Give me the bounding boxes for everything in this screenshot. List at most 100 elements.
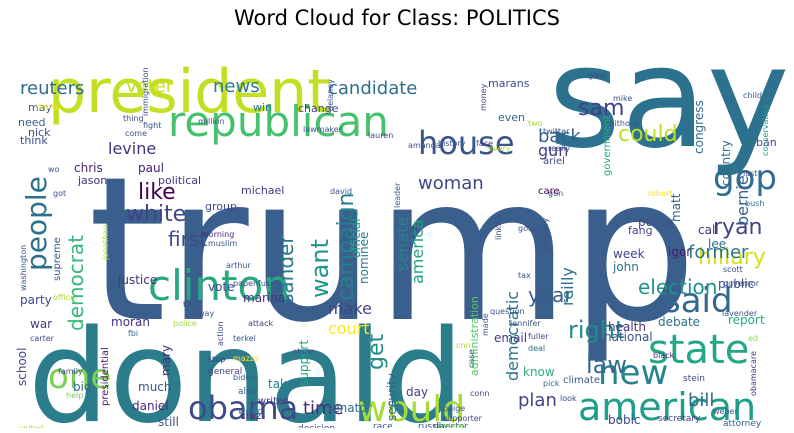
word-attorney: attorney (723, 419, 762, 428)
word-michael: michael (241, 184, 284, 197)
word-school: school (15, 348, 29, 386)
word-bush: bush (745, 199, 764, 208)
word-said: said (663, 281, 733, 321)
word-state: state (648, 327, 749, 373)
word-party: party (20, 293, 52, 307)
word-country: country (719, 140, 733, 186)
word-political: political (158, 174, 201, 187)
word-official: official (349, 218, 363, 258)
word-obamacare: obamacare (749, 351, 758, 396)
word-supporter: supporter (443, 414, 483, 423)
word-jason: jason (77, 174, 107, 187)
word-jonathan: jonathan (101, 225, 110, 261)
word-lawmaker: lawmaker (303, 125, 343, 134)
word-republican: republican (168, 97, 389, 146)
word-first: first (168, 227, 207, 251)
word-million: million (198, 117, 225, 126)
word-made: made (481, 313, 490, 336)
word-terkel: terkel (233, 334, 256, 343)
word-want: want (306, 239, 334, 298)
word-group: group (205, 200, 237, 213)
word-mary: mary (159, 345, 173, 376)
word-amanda: amanda (408, 141, 441, 150)
word-america: america (408, 219, 427, 284)
word-campaign: campaign (334, 193, 359, 301)
word-arthur: arthur (226, 261, 251, 270)
word-washington: washington (19, 245, 28, 291)
word-law: law (586, 351, 627, 379)
word-also: also (238, 387, 257, 397)
word-cruz: cruz (240, 411, 261, 422)
word-sam: sam (578, 96, 624, 121)
chart-title: Word Cloud for Class: POLITICS (234, 6, 560, 30)
word-general: general (208, 367, 242, 377)
word-administration: administration (468, 296, 481, 376)
word-security: security (385, 373, 399, 421)
word-may: may (28, 101, 52, 114)
word-every: every (488, 144, 511, 153)
word-gop: gop (713, 158, 777, 198)
word-congress: congress (692, 100, 706, 154)
word-debate: debate (658, 315, 700, 329)
word-candidate: candidate (328, 78, 417, 99)
word-mazza: mazza (233, 354, 259, 363)
word-know: know (523, 365, 555, 379)
word-got: got (53, 189, 66, 198)
word-president: president (48, 57, 331, 127)
word-give: give (588, 71, 605, 80)
word-much: much (138, 380, 172, 394)
word-one: one (48, 357, 111, 397)
word-writer: writer (258, 396, 288, 407)
word-gun: gun (538, 141, 568, 160)
word-ban: ban (756, 136, 777, 149)
word-face: face (476, 139, 493, 148)
word-many: many (36, 102, 59, 111)
word-change: change (298, 102, 339, 115)
word-david: david (330, 187, 352, 196)
word-come: come (125, 129, 147, 138)
word-secretary: secretary (658, 414, 701, 424)
word-nominee: nominee (357, 232, 371, 284)
word-world: world (238, 407, 263, 417)
word-two: two (528, 119, 543, 128)
word-people: people (20, 176, 53, 271)
word-thing: thing (123, 114, 144, 123)
word-nick: nick (28, 126, 51, 139)
word-white: white (126, 202, 186, 227)
word-marans: marans (488, 77, 530, 90)
word-bendery: bendery (541, 218, 550, 251)
word-attack: attack (248, 319, 273, 328)
word-former: former (688, 242, 749, 263)
word-action: action (216, 321, 225, 346)
word-voter: voter (126, 76, 174, 97)
word-clinton: clinton (148, 261, 290, 310)
word-email: email (494, 331, 527, 345)
word-paul: paul (138, 161, 164, 175)
word-office: office (53, 293, 75, 302)
word-last: last (743, 169, 757, 178)
word-child: child (743, 91, 762, 100)
word-fight: fight (143, 121, 161, 130)
word-history: history (438, 139, 466, 148)
word-reilly: reilly (558, 267, 577, 306)
word-hillary: hillary (698, 245, 766, 270)
word-woman: woman (418, 173, 484, 194)
word-policy: policy (638, 215, 673, 229)
word-levine: levine (108, 139, 156, 158)
word-wo: wo (48, 165, 60, 174)
word-big: big (73, 380, 92, 394)
word-trump: trump (88, 134, 697, 367)
word-russia: russia (418, 422, 445, 428)
word-reuters: reuters (20, 78, 84, 99)
word-news: news (213, 76, 260, 97)
word-public: public (718, 277, 754, 291)
word-john: john (612, 260, 639, 274)
word-new: new (598, 353, 668, 393)
word-still: still (158, 415, 179, 428)
word-question: question (490, 307, 525, 316)
word-time: time (303, 398, 344, 419)
word-governor: governor (723, 279, 760, 288)
word-weber: weber (713, 407, 738, 416)
word-police: police (173, 319, 197, 328)
word-week: week (613, 247, 645, 261)
